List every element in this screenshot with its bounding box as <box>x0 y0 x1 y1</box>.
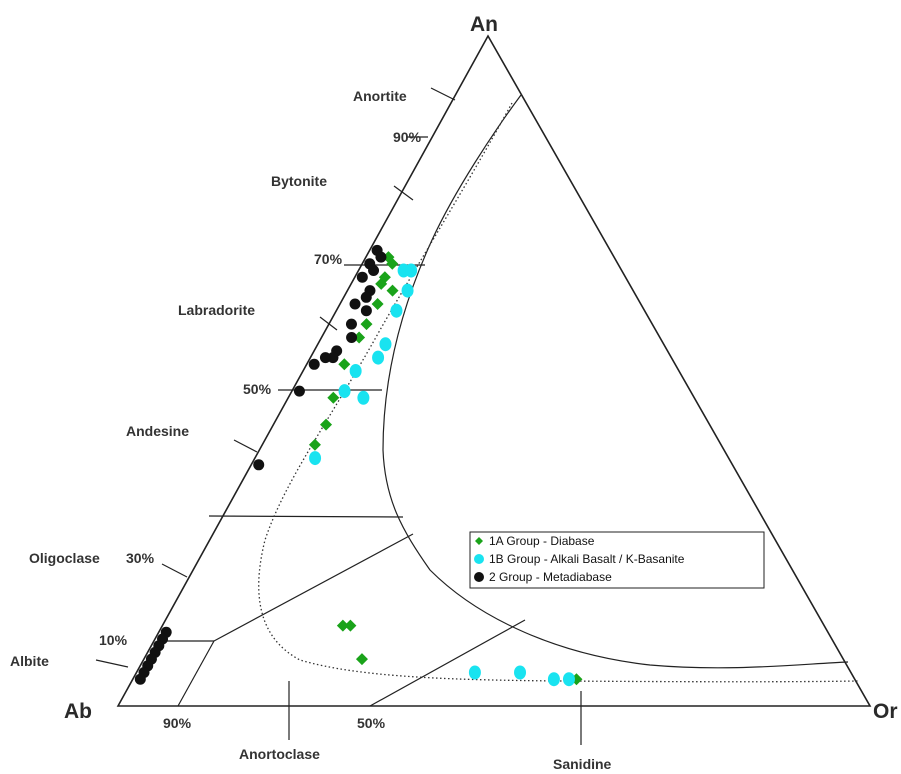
data-point-ellipse-1-6 <box>349 364 362 378</box>
percent-labels: 90% 70% 50% 30% 10% 90% 50% <box>99 129 422 731</box>
data-point-circle-2-24 <box>134 673 146 685</box>
data-point-ellipse-1-7 <box>338 384 351 399</box>
field-boundaries <box>162 94 849 707</box>
data-point-diamond-0-8 <box>338 358 351 371</box>
percent-label: 30% <box>126 550 155 566</box>
data-point-diamond-0-5 <box>371 298 384 310</box>
data-point-circle-2-8 <box>360 305 372 317</box>
percent-label: 70% <box>314 251 343 267</box>
data-point-ellipse-1-1 <box>405 263 418 278</box>
legend-label-2: 2 Group - Metadiabase <box>489 570 612 584</box>
legend-marker-diamond <box>475 537 483 545</box>
legend-marker-circle <box>474 572 484 582</box>
data-point-ellipse-1-9 <box>309 451 322 466</box>
data-point-ellipse-1-8 <box>357 390 370 405</box>
legend-marker-ellipse <box>474 554 484 564</box>
percent-label: 90% <box>393 129 422 145</box>
apex-labels: An Ab Or <box>64 13 898 723</box>
data-point-diamond-0-6 <box>360 318 373 331</box>
data-point-ellipse-1-13 <box>562 672 575 687</box>
data-point-circle-2-6 <box>360 291 372 303</box>
data-point-diamond-0-12 <box>336 619 349 632</box>
data-point-ellipse-1-12 <box>547 672 560 687</box>
percent-label: 50% <box>243 381 272 397</box>
data-point-ellipse-1-2 <box>401 283 414 298</box>
mineral-label-andesine: Andesine <box>126 423 189 439</box>
mineral-labels: Anortite Bytonite Labradorite Andesine O… <box>10 88 612 772</box>
data-point-diamond-0-4 <box>386 284 399 297</box>
data-point-circle-2-15 <box>293 385 305 397</box>
mineral-label-albite: Albite <box>10 653 49 669</box>
data-point-circle-2-10 <box>346 332 358 343</box>
data-point-ellipse-1-11 <box>514 665 527 680</box>
data-point-circle-2-12 <box>327 352 339 364</box>
mineral-label-oligoclase: Oligoclase <box>29 550 100 566</box>
data-point-diamond-0-1 <box>386 257 399 270</box>
data-point-diamond-0-9 <box>327 391 340 404</box>
mineral-label-labradorite: Labradorite <box>178 302 255 318</box>
mineral-label-bytonite: Bytonite <box>271 173 327 189</box>
data-point-diamond-0-13 <box>344 619 357 632</box>
percent-label: 90% <box>163 715 192 731</box>
data-point-circle-2-4 <box>356 271 368 283</box>
mineral-label-anortite: Anortite <box>353 88 407 104</box>
percent-label: 10% <box>99 632 128 648</box>
data-point-circle-2-1 <box>375 251 387 263</box>
data-point-ellipse-1-5 <box>372 350 385 365</box>
data-point-diamond-0-11 <box>308 438 321 451</box>
percent-label: 50% <box>357 715 386 731</box>
data-point-ellipse-1-10 <box>468 665 481 680</box>
mineral-label-sanidine: Sanidine <box>553 756 612 772</box>
tick-marks <box>95 87 582 745</box>
data-point-ellipse-1-4 <box>379 337 392 352</box>
data-point-diamond-0-10 <box>320 418 333 431</box>
apex-label-or: Or <box>873 700 898 723</box>
mineral-label-anortoclase: Anortoclase <box>239 746 320 762</box>
data-point-circle-2-9 <box>345 318 357 330</box>
data-point-diamond-0-3 <box>375 277 388 290</box>
legend: 1A Group - Diabase 1B Group - Alkali Bas… <box>469 531 765 589</box>
data-point-ellipse-1-3 <box>390 303 403 318</box>
data-point-circle-2-3 <box>368 265 380 276</box>
triangle-frame <box>116 34 872 707</box>
data-point-diamond-0-14 <box>355 653 368 666</box>
data-point-circle-2-13 <box>319 352 331 364</box>
data-point-circle-2-16 <box>253 459 265 471</box>
data-point-circle-2-7 <box>349 298 361 310</box>
solvus-curve <box>258 102 859 683</box>
data-points <box>134 244 583 687</box>
apex-label-an: An <box>470 13 498 36</box>
apex-label-ab: Ab <box>64 700 92 723</box>
legend-label-1a: 1A Group - Diabase <box>489 534 595 548</box>
data-point-circle-2-14 <box>308 358 320 370</box>
legend-box <box>469 531 765 589</box>
legend-label-1b: 1B Group - Alkali Basalt / K-Basanite <box>489 552 685 566</box>
